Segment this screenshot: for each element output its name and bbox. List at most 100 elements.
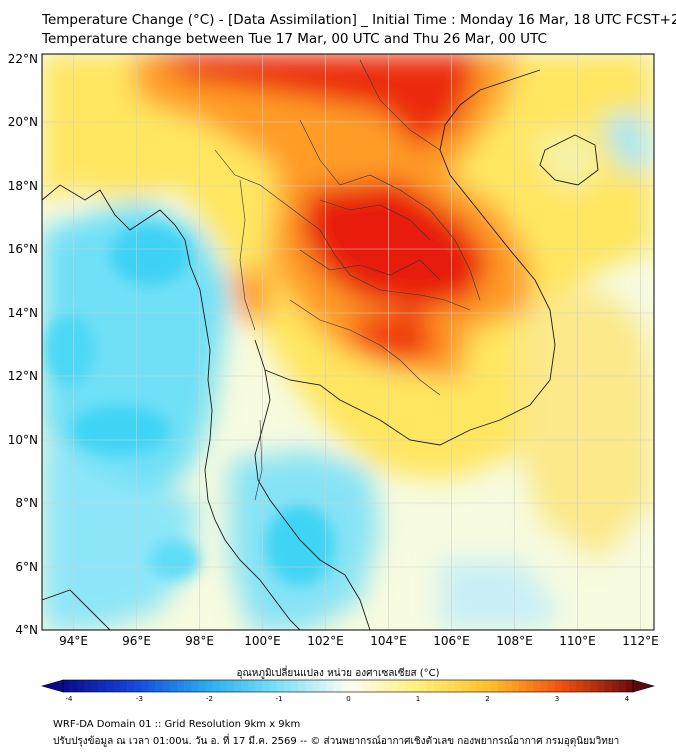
colorbar-bin [419, 680, 427, 692]
colorbar-bin [433, 680, 441, 692]
colorbar-bin [177, 680, 185, 692]
lat-label-4: 4°N [15, 623, 38, 637]
colorbar-bin [63, 680, 71, 692]
colorbar-bin [127, 680, 135, 692]
coastlines [42, 69, 599, 630]
colorbar-bin [198, 680, 206, 692]
colorbar-bin [412, 680, 420, 692]
lon-label-100: 100°E [244, 634, 281, 648]
colorbar-bin [504, 680, 513, 692]
lat-label-20: 20°N [8, 115, 38, 129]
footer-line-2: ปรับปรุงข้อมูล ณ เวลา 01:00น. วัน อ. ที่… [53, 736, 620, 747]
latitude-labels: 22°N 20°N 18°N 16°N 14°N 12°N 10°N 8°N 6… [8, 52, 38, 637]
colorbar-bin [112, 680, 121, 692]
colorbar-title: อุณหภูมิเปลี่ยนแปลง หน่วย องศาเซลเซียส (… [236, 668, 440, 679]
colorbar-low-arrow [40, 679, 64, 693]
title-line-2: Temperature change between Tue 17 Mar, 0… [42, 31, 547, 47]
colorbar-frame [62, 679, 634, 693]
title-line-1: Temperature Change (°C) - [Data Assimila… [42, 12, 676, 28]
colorbar-bin [312, 680, 320, 692]
lat-label-10: 10°N [8, 433, 38, 447]
lat-label-12: 12°N [8, 369, 38, 383]
colorbar-bin [305, 680, 313, 692]
colorbar-bin [611, 680, 620, 692]
colorbar-tick-4: 4 [625, 695, 630, 703]
lon-label-102: 102°E [307, 634, 344, 648]
colorbar-bin [369, 680, 377, 692]
colorbar-high-arrow [632, 679, 656, 693]
lat-label-6: 6°N [15, 560, 38, 574]
colorbar-bin [205, 680, 213, 692]
colorbar-bin [390, 680, 399, 692]
colorbar-tick-neg4: -4 [66, 695, 74, 703]
colorbar-bin [241, 680, 249, 692]
colorbar-bin [576, 680, 584, 692]
colorbar-bin [148, 680, 156, 692]
colorbar-bin [283, 680, 292, 692]
colorbar-bin [169, 680, 178, 692]
colorbar-bin [269, 680, 278, 692]
colorbar-tick-neg1: -1 [276, 695, 283, 703]
colorbar-bin [91, 680, 99, 692]
colorbar-bin [597, 680, 605, 692]
colorbar-bin [234, 680, 242, 692]
lat-label-16: 16°N [8, 242, 38, 256]
temperature-field [42, 54, 654, 630]
colorbar-bin [134, 680, 142, 692]
colorbar-bin [298, 680, 306, 692]
colorbar-bin [77, 680, 85, 692]
colorbar-bin [319, 680, 327, 692]
colorbar-bin [191, 680, 199, 692]
colorbar-bin [162, 680, 171, 692]
colorbar-bin [554, 680, 563, 692]
colorbar-bin [84, 680, 92, 692]
colorbar-tick-neg3: -3 [136, 695, 143, 703]
colorbar-bin [469, 680, 477, 692]
lon-label-108: 108°E [496, 634, 533, 648]
colorbar-bin [333, 680, 342, 692]
colorbar-bin [625, 680, 634, 692]
colorbar-ticks: -4 -3 -2 -1 0 1 2 3 4 [66, 695, 630, 703]
colorbar-bin [454, 680, 463, 692]
colorbar-bin [212, 680, 221, 692]
colorbar-bin [490, 680, 498, 692]
colorbar-bin [105, 680, 114, 692]
temperature-change-map: 22°N 20°N 18°N 16°N 14°N 12°N 10°N 8°N 6… [8, 52, 659, 648]
colorbar-bin [255, 680, 263, 692]
borders [214, 59, 481, 501]
colorbar-bin [590, 680, 598, 692]
colorbar-bin [476, 680, 484, 692]
colorbar-bin [340, 680, 349, 692]
lon-label-98: 98°E [185, 634, 214, 648]
lat-label-8: 8°N [15, 496, 38, 510]
colorbar-bin [98, 680, 107, 692]
colorbar-bin [348, 680, 356, 692]
lat-label-22: 22°N [8, 52, 38, 66]
colorbar-bin [326, 680, 335, 692]
colorbar-bin [70, 680, 78, 692]
colorbar-bin [526, 680, 534, 692]
colorbar-bin [533, 680, 541, 692]
longitude-labels: 94°E 96°E 98°E 100°E 102°E 104°E 106°E 1… [59, 634, 659, 648]
colorbar-bin [291, 680, 299, 692]
colorbar-bin [540, 680, 548, 692]
colorbar-bin [405, 680, 413, 692]
colorbar-tick-0: 0 [346, 695, 350, 703]
colorbar-bins [63, 680, 634, 692]
colorbar-bin [426, 680, 434, 692]
colorbar-bin [462, 680, 470, 692]
colorbar-bin [440, 680, 449, 692]
colorbar-bin [568, 680, 577, 692]
colorbar-bin [184, 680, 192, 692]
colorbar-tick-2: 2 [485, 695, 489, 703]
colorbar-bin [604, 680, 612, 692]
graticule [42, 54, 654, 630]
map-frame [41, 53, 655, 631]
colorbar-bin [397, 680, 406, 692]
colorbar-tick-1: 1 [416, 695, 420, 703]
colorbar-bin [248, 680, 256, 692]
lon-label-112: 112°E [622, 634, 659, 648]
colorbar-bin [219, 680, 228, 692]
lon-label-96: 96°E [122, 634, 151, 648]
colorbar-bin [120, 680, 128, 692]
